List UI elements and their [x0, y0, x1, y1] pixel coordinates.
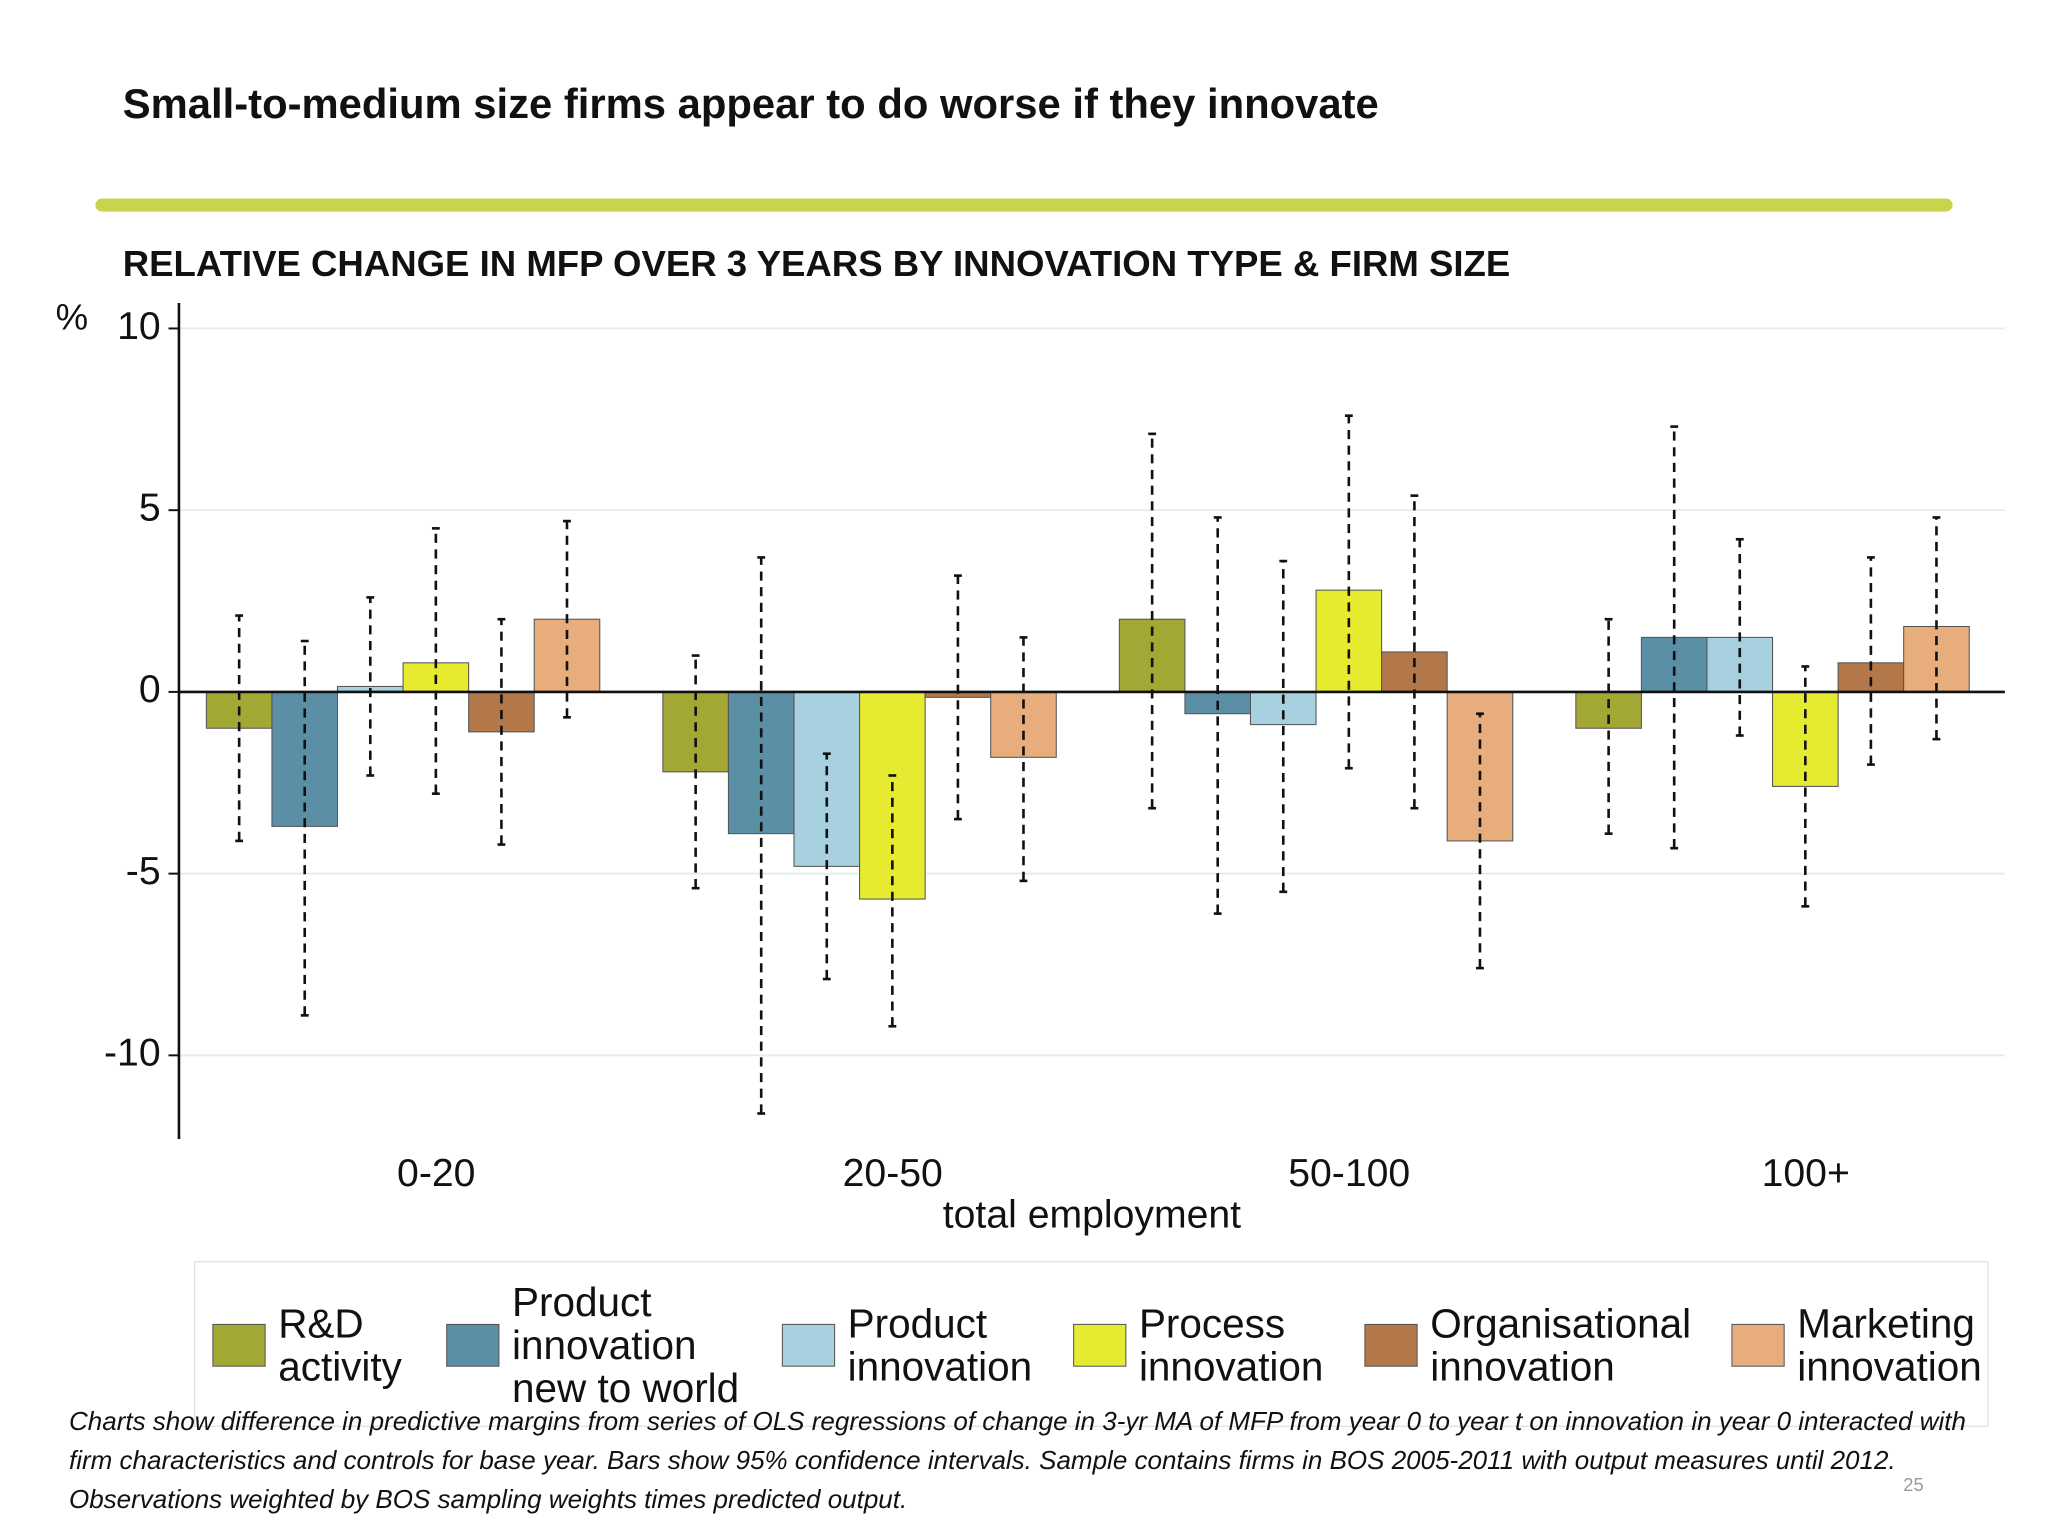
x-tick-label: 20-50	[843, 1152, 943, 1195]
y-tick-label: 5	[139, 487, 161, 530]
legend-swatch	[1731, 1323, 1785, 1367]
legend-swatch	[1364, 1323, 1418, 1367]
x-tick-label: 50-100	[1288, 1152, 1410, 1195]
y-tick-label: -5	[126, 850, 161, 893]
x-tick-label: 0-20	[397, 1152, 475, 1195]
x-tick-label: 100+	[1762, 1152, 1850, 1195]
y-tick-label: -10	[104, 1032, 161, 1075]
bar	[1772, 691, 1839, 787]
legend-swatch	[446, 1323, 500, 1367]
page-number: 25	[1903, 1474, 1923, 1495]
y-tick-label: 10	[117, 305, 161, 348]
y-unit: %	[56, 297, 89, 338]
legend-label: Product innovation new to world	[512, 1279, 739, 1411]
legend-swatch	[781, 1323, 836, 1367]
footnote: Charts show difference in predictive mar…	[69, 1406, 1966, 1514]
y-tick-label: 0	[139, 668, 161, 711]
legend-label: Process innovation	[1139, 1300, 1324, 1389]
chart-subtitle: RELATIVE CHANGE IN MFP OVER 3 YEARS BY I…	[123, 243, 1511, 284]
legend-label: Organisational innovation	[1430, 1300, 1702, 1389]
title: Small-to-medium size firms appear to do …	[123, 80, 1379, 127]
legend-label: Marketing innovation	[1797, 1300, 1986, 1389]
bar	[793, 691, 861, 867]
legend-swatch	[212, 1323, 266, 1367]
x-axis-label: total employment	[943, 1194, 1241, 1237]
legend-label: R&D activity	[278, 1300, 402, 1389]
legend-label: Product innovation	[848, 1300, 1033, 1389]
legend-swatch	[1073, 1323, 1127, 1367]
bar	[1381, 651, 1448, 693]
